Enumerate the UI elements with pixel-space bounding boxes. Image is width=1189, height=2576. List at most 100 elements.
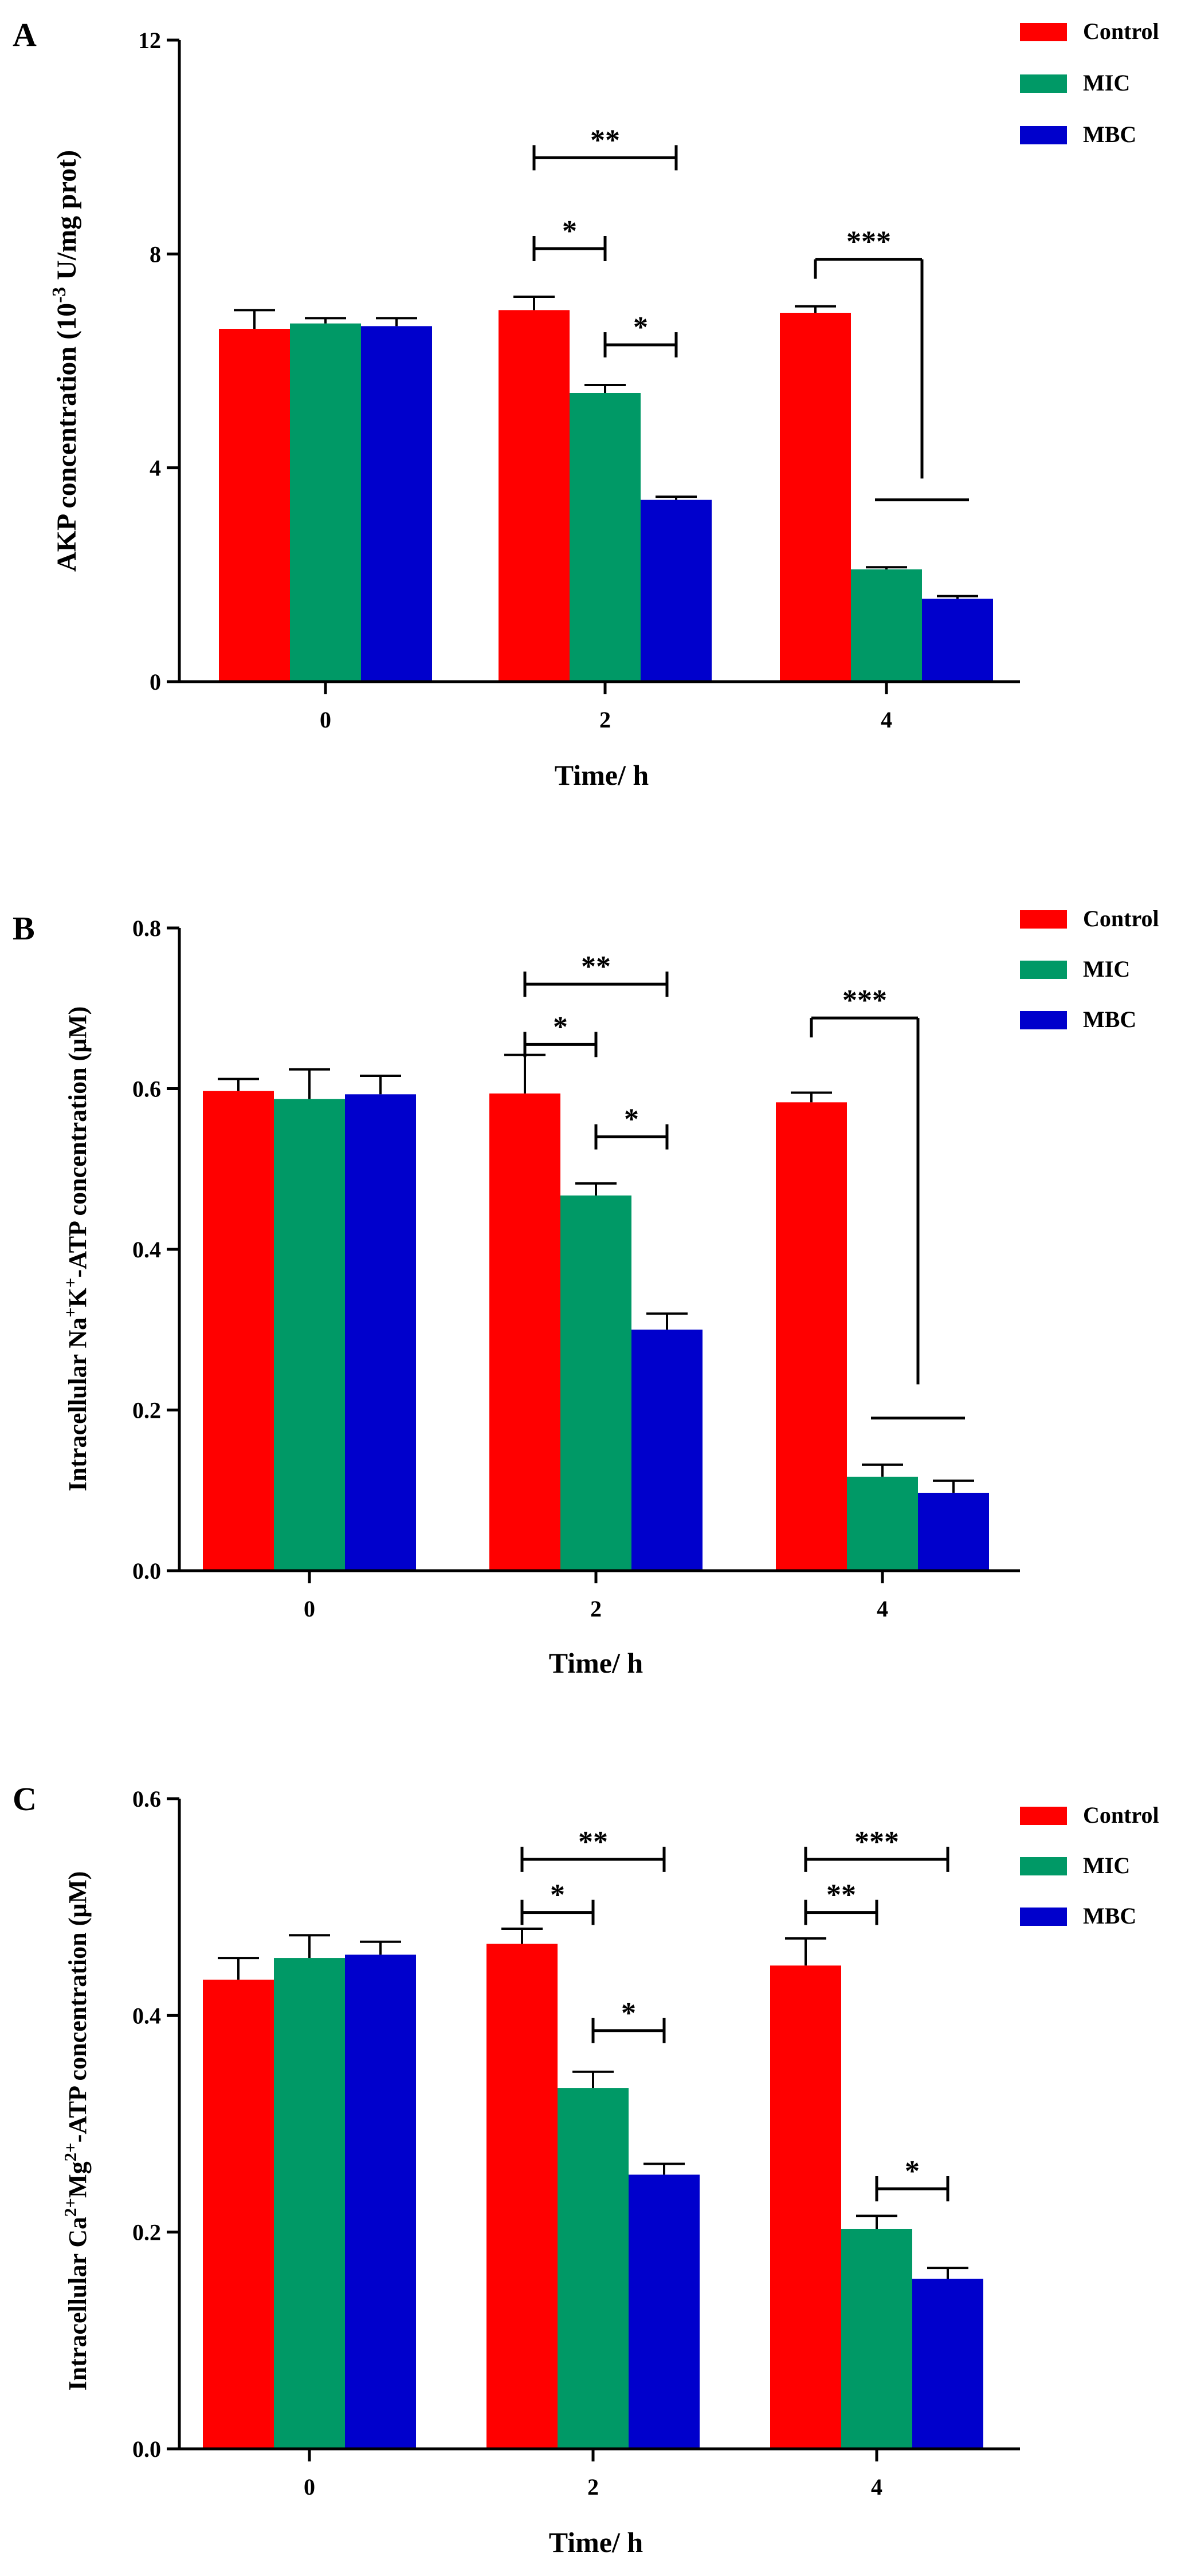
significance-label: * [905, 2155, 920, 2188]
y-tick-label: 0.4 [132, 1237, 161, 1263]
error-bar-mbc-0 [376, 317, 417, 327]
legend-label: Control [1083, 906, 1159, 931]
significance-label: * [633, 311, 648, 344]
error-bar-control-0 [234, 309, 275, 329]
bar-mbc-4 [922, 599, 993, 682]
significance-marker: * [603, 311, 678, 357]
significance-label: * [621, 1997, 636, 2030]
panel-letter: A [13, 16, 37, 53]
legend-item-control: Control [1020, 18, 1159, 44]
significance-label: ** [581, 950, 611, 983]
x-tick-label: 4 [881, 707, 892, 733]
bar-mbc-2 [631, 1330, 703, 1571]
y-tick-label: 0 [150, 669, 161, 695]
legend-item-control: Control [1020, 906, 1159, 931]
x-tick-label: 0 [320, 707, 331, 733]
legend-label: MIC [1083, 70, 1130, 96]
significance-marker: *** [810, 984, 965, 1420]
chart-panel-b: B 0.0 0.2 0.4 0.6 0.8 0 2 4 Time/ h Intracellular … [13, 906, 1159, 1679]
error-bar-mic-4 [866, 566, 907, 569]
bar-mbc-0 [361, 326, 432, 682]
legend-swatch [1020, 23, 1067, 41]
bar-mbc-2 [629, 2174, 700, 2449]
bar-mbc-0 [345, 1954, 416, 2449]
chart-panel-a: A 0 4 8 12 0 2 4 Time/ h AKP concentration (10-3 … [13, 16, 1159, 791]
x-tick-label: 0 [304, 1596, 315, 1622]
bar-mic-0 [290, 323, 361, 682]
significance-label: * [553, 1010, 568, 1043]
bar-mic-2 [560, 1195, 631, 1571]
bar-mic-4 [851, 569, 922, 682]
error-bar-mbc-0 [360, 1940, 401, 1955]
bar-mbc-2 [641, 500, 712, 682]
bar-mic-0 [274, 1958, 345, 2449]
error-bar-mbc-2 [643, 2162, 685, 2175]
x-tick-label: 4 [877, 1596, 888, 1622]
error-bar-control-2 [513, 296, 555, 310]
error-bar-mbc-4 [927, 2267, 968, 2279]
legend-swatch [1020, 1807, 1067, 1825]
significance-label: *** [854, 1826, 899, 1858]
error-bar-control-2 [501, 1928, 543, 1944]
chart-panel-c: C 0.0 0.2 0.4 0.6 0 2 4 Time/ h Intracellular Ca2… [13, 1780, 1159, 2558]
significance-label: * [624, 1103, 639, 1136]
legend-item-mbc: MBC [1020, 121, 1136, 147]
bar-control-2 [489, 1093, 560, 1571]
legend-label: MBC [1083, 1903, 1136, 1929]
bar-mbc-4 [912, 2279, 983, 2449]
error-bar-mbc-4 [937, 595, 978, 599]
y-tick-label: 0.6 [132, 1786, 161, 1812]
legend-swatch [1020, 74, 1067, 93]
x-axis-title: Time/ h [555, 759, 649, 791]
error-bar-mic-4 [862, 1463, 903, 1477]
error-bar-mic-2 [572, 2070, 614, 2089]
legend-label: Control [1083, 18, 1159, 44]
significance-marker: ** [523, 950, 669, 997]
y-tick-label: 8 [150, 241, 161, 267]
legend-label: MBC [1083, 121, 1136, 147]
error-bar-mbc-2 [656, 495, 697, 500]
error-bar-mic-0 [289, 1068, 330, 1099]
y-tick-label: 0.6 [132, 1076, 161, 1102]
significance-label: ** [826, 1879, 856, 1912]
significance-marker: * [532, 215, 607, 261]
significance-label: *** [846, 226, 891, 258]
error-bar-mic-0 [289, 1934, 330, 1958]
significance-marker: * [594, 1103, 669, 1150]
x-tick-label: 2 [590, 1596, 602, 1622]
significance-marker: ** [532, 124, 678, 171]
error-bar-control-0 [218, 1957, 259, 1980]
significance-marker: *** [814, 226, 969, 502]
legend-swatch [1020, 1908, 1067, 1926]
legend-item-mic: MIC [1020, 70, 1130, 96]
bar-control-2 [486, 1944, 558, 2449]
x-axis-title: Time/ h [549, 1647, 643, 1679]
significance-marker: ** [804, 1879, 878, 1925]
bar-mbc-0 [345, 1094, 416, 1571]
bar-mic-4 [847, 1476, 918, 1571]
bar-mic-2 [570, 393, 641, 682]
significance-label: *** [842, 984, 887, 1017]
legend-swatch [1020, 961, 1067, 979]
significance-label: ** [590, 124, 620, 156]
panel-letter: C [13, 1780, 37, 1818]
legend-swatch [1020, 910, 1067, 929]
y-tick-label: 12 [138, 27, 161, 53]
y-tick-label: 0.8 [132, 915, 161, 941]
significance-label: ** [578, 1826, 608, 1858]
error-bar-mic-2 [575, 1182, 617, 1196]
y-tick-label: 0.2 [132, 2220, 161, 2245]
x-tick-label: 2 [587, 2474, 599, 2500]
error-bar-control-2 [504, 1053, 546, 1094]
bar-control-0 [203, 1091, 274, 1571]
legend-label: MBC [1083, 1006, 1136, 1032]
y-tick-label: 0.0 [132, 1558, 161, 1584]
bar-control-2 [499, 310, 570, 682]
error-bar-control-0 [218, 1077, 259, 1091]
y-tick-label: 0.2 [132, 1398, 161, 1423]
y-tick-label: 0.4 [132, 2003, 161, 2028]
legend-label: MIC [1083, 1853, 1130, 1878]
y-tick-label: 4 [150, 455, 161, 481]
bar-mic-4 [841, 2228, 912, 2449]
